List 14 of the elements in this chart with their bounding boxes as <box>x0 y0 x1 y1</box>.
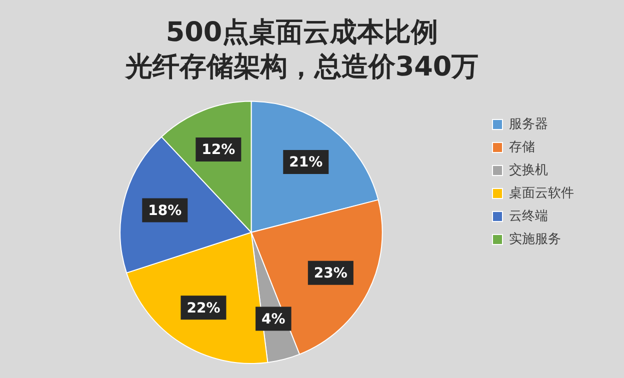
legend-label: 服务器 <box>509 116 548 132</box>
legend-label: 桌面云软件 <box>509 186 574 201</box>
chart-title: 500点桌面云成本比例 <box>166 17 438 48</box>
data-label: 18% <box>148 202 182 219</box>
data-label: 22% <box>186 300 220 316</box>
legend-label: 交换机 <box>509 162 548 178</box>
chart-subtitle: 光纤存储架构，总造价340万 <box>124 52 479 83</box>
legend-label: 云终端 <box>509 208 548 224</box>
data-label: 21% <box>289 154 323 171</box>
data-label: 12% <box>202 142 236 158</box>
legend-label: 存储 <box>509 140 535 155</box>
data-label: 4% <box>262 311 286 328</box>
legend-label: 实施服务 <box>509 232 561 247</box>
data-label: 23% <box>314 266 348 282</box>
